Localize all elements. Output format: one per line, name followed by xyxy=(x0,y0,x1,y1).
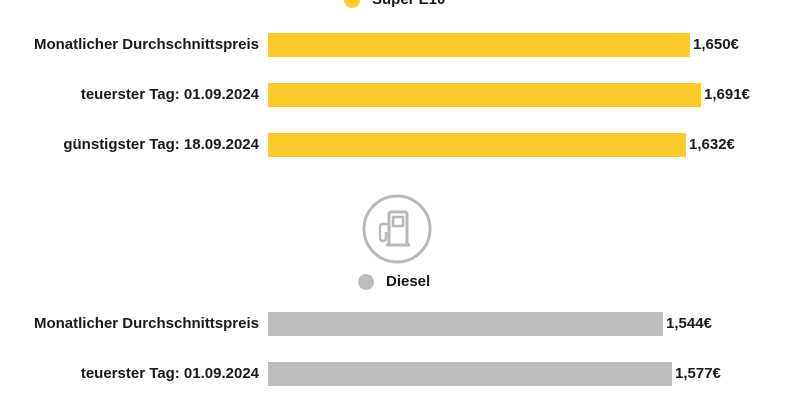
category-label: Monatlicher Durchschnittspreis xyxy=(33,36,259,53)
bar-super-e10 xyxy=(268,83,701,107)
fuel-pump-icon xyxy=(362,194,432,264)
legend-label-diesel: Diesel xyxy=(386,273,431,290)
bar-diesel xyxy=(268,362,672,386)
value-label: 1,577€ xyxy=(675,365,721,382)
legend-diesel: Diesel xyxy=(358,273,430,290)
bar-super-e10 xyxy=(268,33,690,57)
category-label: teuerster Tag: 01.09.2024 xyxy=(80,365,259,382)
legend-swatch-diesel xyxy=(358,273,374,290)
legend-swatch-super-e10 xyxy=(344,0,360,8)
category-label: teuerster Tag: 01.09.2024 xyxy=(80,86,259,103)
value-label: 1,632€ xyxy=(689,136,735,153)
value-label: 1,650€ xyxy=(693,36,739,53)
category-label: Monatlicher Durchschnittspreis xyxy=(33,315,259,332)
legend-label-super-e10: Super E10 xyxy=(372,0,445,8)
value-label: 1,544€ xyxy=(666,315,712,332)
category-label: günstigster Tag: 18.09.2024 xyxy=(63,136,259,153)
bar-diesel xyxy=(268,312,663,336)
bar-super-e10 xyxy=(268,133,686,157)
value-label: 1,691€ xyxy=(704,86,750,103)
legend-super-e10: Super E10 xyxy=(344,0,445,8)
